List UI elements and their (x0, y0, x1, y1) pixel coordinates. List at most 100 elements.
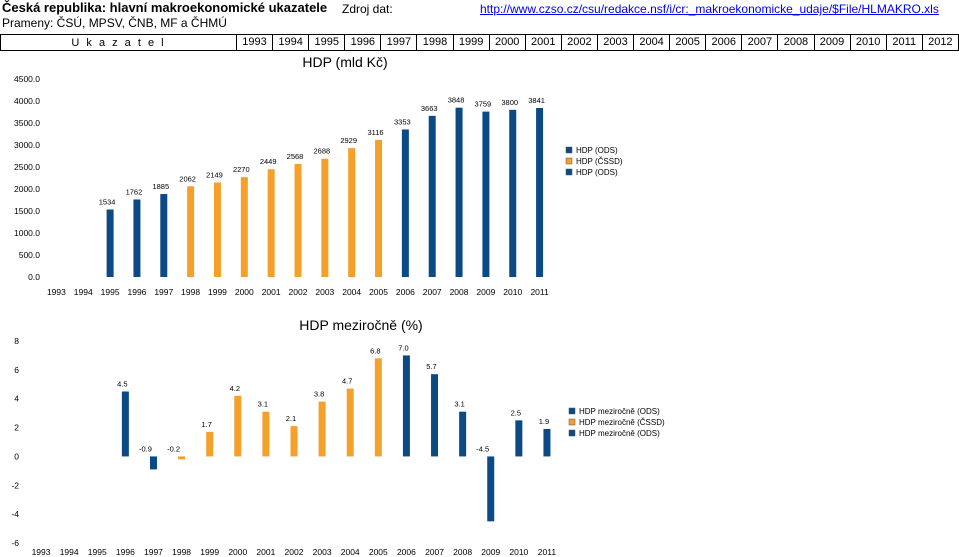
x-tick-label: 2004 (341, 547, 360, 557)
y-tick-label: 1000.0 (14, 228, 40, 238)
data-label: 2062 (179, 174, 196, 183)
data-label: 2688 (313, 147, 330, 156)
bar-2008 (455, 107, 463, 277)
data-label: 1.9 (539, 417, 549, 426)
x-tick-label: 1996 (116, 547, 135, 557)
data-source-link[interactable]: http://www.czso.cz/csu/redakce.nsf/i/cr:… (480, 2, 939, 16)
year-header-cells: 1993 1994 1995 1996 1997 1998 1999 2000 2001 2002… (236, 35, 958, 50)
ukazatel-label: U k a z a t e l (71, 36, 166, 49)
y-tick-label: 4500.0 (14, 74, 40, 84)
data-label: 4.2 (230, 384, 240, 393)
chart-title: HDP (mld Kč) (302, 54, 387, 70)
year-header-2002: 2002 (560, 35, 597, 50)
bar-2010 (509, 109, 517, 277)
x-tick-label: 2008 (450, 287, 469, 297)
legend-swatch (568, 429, 576, 437)
year-header-1994: 1994 (272, 35, 308, 50)
data-label: 6.8 (370, 346, 380, 355)
y-tick-label: 0 (14, 451, 19, 461)
x-tick-label: 2010 (503, 287, 522, 297)
x-tick-label: 2009 (476, 287, 495, 297)
y-tick-label: 3500.0 (14, 118, 40, 128)
data-label: 3841 (528, 96, 545, 105)
year-header-2003: 2003 (596, 35, 633, 50)
legend-entry: HDP (ČSSD) (576, 157, 623, 166)
legend-entry: HDP (ODS) (576, 168, 618, 177)
data-label: 4.5 (117, 380, 127, 389)
data-label: 3848 (448, 96, 465, 105)
y-tick-label: 4000.0 (14, 96, 40, 106)
year-header-2009: 2009 (813, 35, 850, 50)
x-tick-label: 2010 (509, 547, 528, 557)
bar-2004 (346, 388, 354, 457)
x-tick-label: 2000 (235, 287, 254, 297)
bar-1997 (160, 194, 168, 277)
x-tick-label: 2002 (289, 287, 308, 297)
data-label: -0.2 (167, 444, 180, 453)
legend-swatch (565, 168, 573, 176)
x-tick-label: 2002 (285, 547, 304, 557)
data-label: 2568 (287, 152, 304, 161)
bar-2006 (402, 355, 410, 457)
bar-2007 (431, 374, 439, 457)
bar-2002 (294, 164, 302, 277)
year-header-2001: 2001 (524, 35, 561, 50)
data-label: 1885 (152, 182, 169, 191)
year-header-2005: 2005 (669, 35, 705, 50)
x-tick-label: 1994 (60, 547, 79, 557)
bar-1996 (133, 199, 141, 277)
data-label: 2929 (340, 136, 357, 145)
bar-1998 (187, 186, 195, 277)
year-header-2010: 2010 (849, 35, 886, 50)
x-tick-label: 1993 (47, 287, 66, 297)
data-label: 2.1 (286, 414, 296, 423)
x-tick-label: 2007 (423, 287, 442, 297)
data-label: 3.1 (258, 400, 268, 409)
data-label: 1762 (126, 187, 143, 196)
y-tick-label: 2500.0 (14, 162, 40, 172)
year-header-1996: 1996 (344, 35, 380, 50)
x-tick-label: 2001 (262, 287, 281, 297)
y-tick-label: 8 (14, 336, 19, 346)
y-tick-label: 6 (14, 365, 19, 375)
bar-2001 (267, 169, 275, 277)
bar-2001 (262, 411, 270, 457)
year-header-2008: 2008 (777, 35, 813, 50)
data-label: 3800 (501, 98, 518, 107)
bar-2007 (428, 115, 436, 277)
x-tick-label: 2005 (369, 547, 388, 557)
x-tick-label: 1995 (88, 547, 107, 557)
x-tick-label: 1995 (101, 287, 120, 297)
data-label: 3353 (394, 117, 411, 126)
legend-swatch (568, 407, 576, 415)
bar-1997 (149, 456, 157, 470)
year-header-2011: 2011 (885, 35, 922, 50)
data-label: 3663 (421, 104, 438, 113)
hdp-growth-chart: HDP meziročně (%) -6 -4 -2 0 2 4 6 8 1993 1994 1995… (11, 317, 665, 557)
bar-1999 (206, 431, 214, 457)
bar-2006 (401, 129, 409, 277)
bar-2011 (543, 429, 551, 457)
x-tick-label: 2003 (313, 547, 332, 557)
y-tick-label: 500.0 (19, 250, 41, 260)
x-tick-label: 2008 (453, 547, 472, 557)
y-tick-label: 3000.0 (14, 140, 40, 150)
data-label: 2449 (260, 157, 277, 166)
x-tick-label: 1994 (74, 287, 93, 297)
y-tick-label: 1500.0 (14, 206, 40, 216)
data-label: 1.7 (201, 420, 211, 429)
bar-2010 (515, 420, 523, 457)
bar-1996 (121, 391, 129, 457)
y-tick-label: -4 (11, 509, 19, 519)
bar-2009 (482, 111, 490, 277)
legend-entry: HDP (ODS) (576, 146, 618, 155)
data-label: 7.0 (398, 343, 408, 352)
x-tick-label: 2006 (396, 287, 415, 297)
data-label: 1534 (99, 198, 116, 207)
bar-2005 (375, 139, 383, 277)
legend-swatch (568, 418, 576, 426)
x-tick-label: 2000 (228, 547, 247, 557)
legend-entry: HDP meziročně (ODS) (579, 429, 660, 438)
x-tick-label: 2009 (481, 547, 500, 557)
x-tick-label: 1999 (208, 287, 227, 297)
